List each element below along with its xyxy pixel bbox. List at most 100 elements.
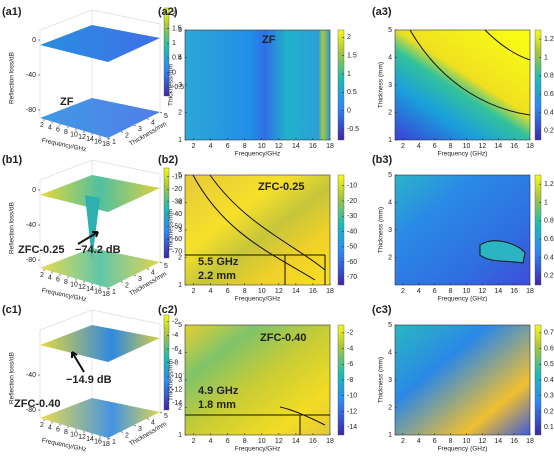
contour (409, 29, 531, 116)
y-tick-label: 5 (178, 27, 182, 34)
panel-label: (b2) (158, 154, 179, 166)
y-tick-label: 4 (388, 199, 392, 206)
colorbar-tick-label: -40 (172, 211, 182, 218)
colorbar-tick-label: 1 (172, 40, 176, 47)
x-tick-label: 16 (309, 438, 317, 445)
colorbar-tick-label: -8 (172, 359, 178, 366)
z-axis-label: Reflection loss/dB (9, 202, 16, 254)
y-tick-label: 3 (138, 126, 142, 133)
y-tick-label: 3 (388, 227, 392, 234)
x-tick-label: 6 (433, 288, 437, 295)
y-tick-label: 4 (178, 199, 182, 206)
annotation: ZF (262, 34, 276, 46)
x-tick-label: 18 (326, 143, 334, 150)
y-tick (159, 411, 163, 414)
x-tick-label: 2 (40, 422, 44, 429)
contour (479, 240, 526, 264)
surface-dip (85, 195, 100, 260)
x-axis-label: Frequency/GHz (235, 296, 281, 303)
colorbar-tick-label: -2 (347, 330, 353, 337)
z-axis-label: Reflection loss/dB (9, 52, 16, 104)
x-tick-label: 10 (70, 131, 78, 138)
colorbar-tick-label: -10 (172, 373, 182, 380)
colorbar-tick-label: 2 (172, 11, 176, 18)
panel-label: (b3) (372, 154, 393, 166)
x-tick-label: 12 (275, 438, 283, 445)
x-tick-label: 12 (478, 438, 486, 445)
colorbar (163, 7, 170, 97)
y-tick (120, 281, 124, 283)
y-tick-label: 3 (178, 227, 182, 234)
colorbar-tick-label: -4 (172, 332, 178, 339)
y-tick-label: 1 (112, 439, 116, 446)
surface (40, 325, 160, 362)
x-tick-label: 8 (243, 143, 247, 150)
x-tick-label: 4 (48, 274, 52, 281)
colorbar-tick-label: 0.1 (544, 424, 554, 431)
x-tick-label: 8 (243, 438, 247, 445)
x-axis-label: Frequency (GHz) (438, 446, 488, 453)
y-tick-label: 3 (388, 82, 392, 89)
x-tick-label: 4 (209, 438, 213, 445)
colorbar-tick-label: -8 (347, 377, 353, 384)
colorbar-tick-label: -12 (347, 408, 357, 415)
panel-label: (a2) (158, 6, 178, 18)
y-tick-label: 3 (138, 426, 142, 433)
colorbar-tick-label: -30 (347, 213, 357, 220)
annotation: 4.9 GHz (198, 385, 239, 397)
colorbar-tick-label: 1.5 (172, 25, 182, 32)
x-tick-label: 8 (64, 429, 68, 436)
annotation: 1.8 mm (198, 399, 236, 411)
heatmap (184, 174, 331, 286)
z-tick-label: -40 (26, 372, 36, 379)
annotation: ZFC-0.25 (258, 181, 304, 193)
y-tick-label: 5 (388, 322, 392, 329)
colorbar-tick-label: 1 (347, 71, 351, 78)
x-tick-label: 14 (494, 143, 502, 150)
z-tick-label: 0 (32, 187, 36, 194)
panel-label: (c2) (158, 304, 178, 316)
x-tick-label: 12 (275, 288, 283, 295)
x-tick-label: 16 (510, 438, 518, 445)
x-tick-label: 6 (226, 143, 230, 150)
heatmap (394, 324, 531, 436)
colorbar-tick-label: -20 (172, 186, 182, 193)
heatmap (394, 29, 531, 141)
x-tick-label: 4 (417, 438, 421, 445)
x-tick-label: 8 (64, 129, 68, 136)
colorbar-tick-label: 0 (347, 108, 351, 115)
x-tick-label: 14 (86, 286, 94, 293)
y-tick-label: 5 (164, 413, 168, 420)
colorbar-tick-label: -50 (347, 244, 357, 251)
z-axis-label: Reflection loss/dB (9, 352, 16, 404)
x-tick-label: 16 (309, 143, 317, 150)
x-tick-label: 10 (258, 438, 266, 445)
y-tick-label: 3 (138, 276, 142, 283)
x-tick-label: 16 (94, 138, 102, 145)
x-tick-label: 6 (433, 438, 437, 445)
colorbar-tick-label: -2 (172, 319, 178, 326)
y-tick-label: 4 (178, 54, 182, 61)
colorbar-tick-label: 0.6 (544, 91, 554, 98)
x-tick-label: 10 (463, 288, 471, 295)
colorbar-tick-label: 0.4 (544, 377, 554, 384)
annotation: ZFC-0.25 (18, 244, 64, 256)
colorbar-tick-label: 0.5 (172, 55, 182, 62)
x-tick-label: 2 (401, 438, 405, 445)
x-tick-label: 6 (56, 127, 60, 134)
contour (209, 174, 326, 271)
y-tick-label: 5 (178, 172, 182, 179)
surface (40, 175, 160, 212)
y-tick-label: 4 (151, 269, 155, 276)
x-tick-label: 18 (102, 441, 110, 448)
y-tick (133, 274, 137, 277)
x-tick-label: 6 (226, 288, 230, 295)
y-tick-label: 2 (388, 404, 392, 411)
y-tick-label: 4 (388, 349, 392, 356)
colorbar (163, 167, 170, 259)
x-tick-label: 4 (48, 124, 52, 131)
colorbar-tick-label: 0.7 (544, 330, 554, 337)
colorbar-tick-label: -14 (347, 424, 357, 431)
colorbar-tick-label: 0.8 (544, 73, 554, 80)
